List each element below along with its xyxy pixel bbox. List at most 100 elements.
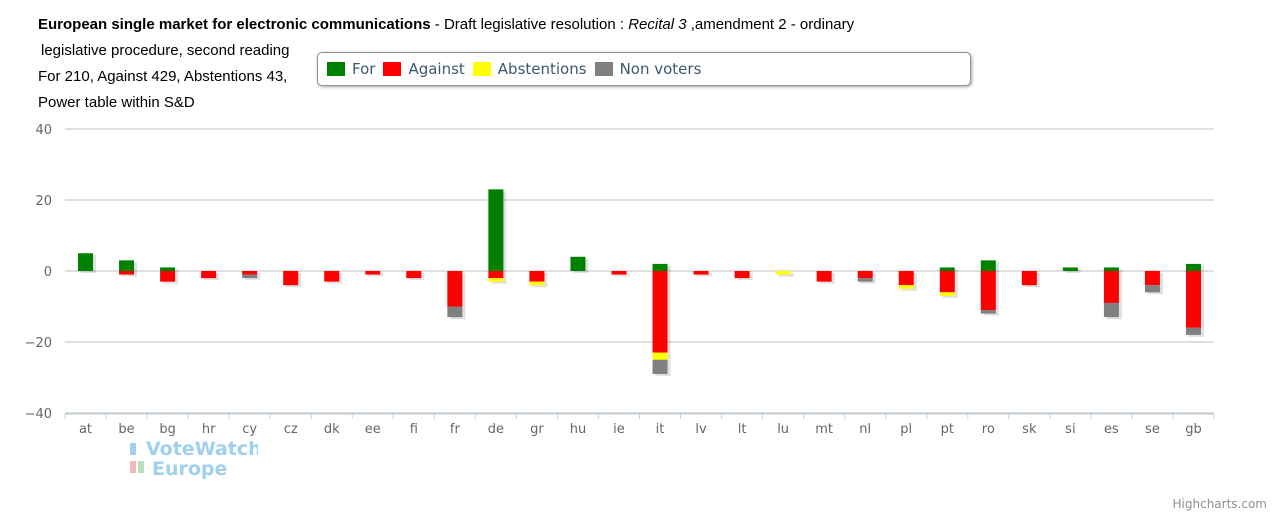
title-bold: European single market for electronic co… [38,16,431,33]
bar-shadow [778,273,794,277]
bar-abstentions-de[interactable] [488,278,504,282]
legend-item-abstentions[interactable]: Abstentions [472,60,587,78]
legend-label-abstentions: Abstentions [497,60,587,78]
bar-against-pt[interactable] [939,271,955,293]
bar-non-voters-gb[interactable] [1185,327,1201,335]
legend-label-for: For [352,60,376,78]
y-tick-label: 40 [35,123,52,138]
bar-non-voters-cy[interactable] [242,274,258,279]
bar-for-pt[interactable] [939,267,955,271]
bar-for-bg[interactable] [160,267,176,271]
bar-against-it[interactable] [652,271,668,353]
legend-item-for[interactable]: For [327,60,375,78]
x-tick-label: be [118,422,134,437]
bar-for-ro[interactable] [980,260,996,271]
bar-against-dk[interactable] [324,271,340,282]
bar-against-se[interactable] [1144,271,1160,286]
bar-for-de[interactable] [488,189,504,271]
bar-for-be[interactable] [119,260,135,271]
bar-against-ro[interactable] [980,271,996,311]
x-tick-label: gb [1185,422,1202,437]
x-tick-label: cz [284,422,298,437]
bar-for-si[interactable] [1062,267,1078,271]
y-tick-label: −40 [25,407,52,422]
legend: For Against Abstentions Non voters [317,52,971,86]
bar-shadow [532,283,548,288]
bar-for-es[interactable] [1103,267,1119,271]
title-line2: legislative procedure, second reading [41,42,290,59]
bar-against-bg[interactable] [160,271,176,282]
bar-non-voters-fr[interactable] [447,306,463,318]
bar-shadow [901,287,917,291]
x-axis: at be bg hr cy cz dk ee fi fr de gr hu ie it lv lt lu mt nl… [64,413,1215,437]
x-tick-label: it [656,422,665,437]
bar-against-lt[interactable] [734,271,750,279]
x-tick-label: dk [324,422,340,437]
x-tick-label: hr [202,422,216,437]
x-tick-label: es [1104,422,1119,437]
bar-against-sk[interactable] [1021,271,1037,286]
bar-shadow [122,273,138,277]
bar-non-voters-nl[interactable] [857,278,873,282]
bar-against-cy[interactable] [242,271,258,275]
x-tick-label: mt [815,422,833,437]
bar-against-nl[interactable] [857,271,873,279]
bar-against-gr[interactable] [529,271,545,282]
bar-against-fi[interactable] [406,271,422,279]
legend-item-against[interactable]: Against [383,60,465,78]
x-tick-label: pt [941,422,954,437]
legend-swatch-against [383,62,402,76]
legend-item-non-voters[interactable]: Non voters [594,60,701,78]
legend-swatch-abstentions [472,62,491,76]
x-tick-label: cy [242,422,257,437]
bar-against-cz[interactable] [283,271,299,286]
bar-for-gb[interactable] [1185,263,1201,271]
bar-non-voters-es[interactable] [1103,302,1119,318]
title-italic: Recital 3 [628,16,687,33]
bar-for-it[interactable] [652,263,668,271]
bar-shadow [245,276,261,281]
legend-label-against: Against [408,60,465,78]
bar-non-voters-it[interactable] [652,359,668,374]
x-tick-label: pl [900,422,912,437]
grid-lines [65,128,1214,414]
bar-non-voters-ro[interactable] [980,310,996,314]
logo-hand-icon [130,443,136,455]
x-tick-label: de [488,422,504,437]
bar-abstentions-pt[interactable] [939,292,955,296]
credits-link[interactable]: Highcharts.com [1172,497,1267,511]
y-axis-labels: 40 20 0 −20 −40 [25,123,52,422]
bar-against-mt[interactable] [816,271,832,282]
x-tick-label: lv [695,422,707,437]
x-tick-label: sk [1022,422,1037,437]
bar-against-hr[interactable] [201,271,217,279]
legend-swatch-for [327,62,345,76]
bar-abstentions-lu[interactable] [775,271,791,275]
bar-shadow [614,273,630,277]
bar-against-fr[interactable] [447,271,463,307]
bar-non-voters-se[interactable] [1144,285,1160,293]
votewatch-logo: VoteWatch Europe [130,438,258,480]
bar-abstentions-it[interactable] [652,352,668,360]
bar-shadow [696,273,712,277]
bar-shadow [860,280,876,284]
bar-against-pl[interactable] [898,271,914,286]
bar-for-hu[interactable] [570,256,586,271]
bar-against-ie[interactable] [611,271,627,275]
bar-against-lv[interactable] [693,271,709,275]
logo-cross-icon [130,461,136,473]
bar-abstentions-pl[interactable] [898,285,914,289]
bar-for-at[interactable] [78,253,94,271]
bar-against-es[interactable] [1103,271,1119,303]
logo-line2: Europe [152,458,227,480]
x-tick-label: ee [365,422,381,437]
bar-against-be[interactable] [119,271,135,275]
x-tick-label: nl [859,422,871,437]
x-tick-label: hu [570,422,586,437]
title-part1: - Draft legislative resolution : [430,16,629,33]
bar-against-ee[interactable] [365,271,381,275]
bar-abstentions-gr[interactable] [529,281,545,286]
bar-against-de[interactable] [488,271,504,279]
bar-against-gb[interactable] [1185,271,1201,328]
